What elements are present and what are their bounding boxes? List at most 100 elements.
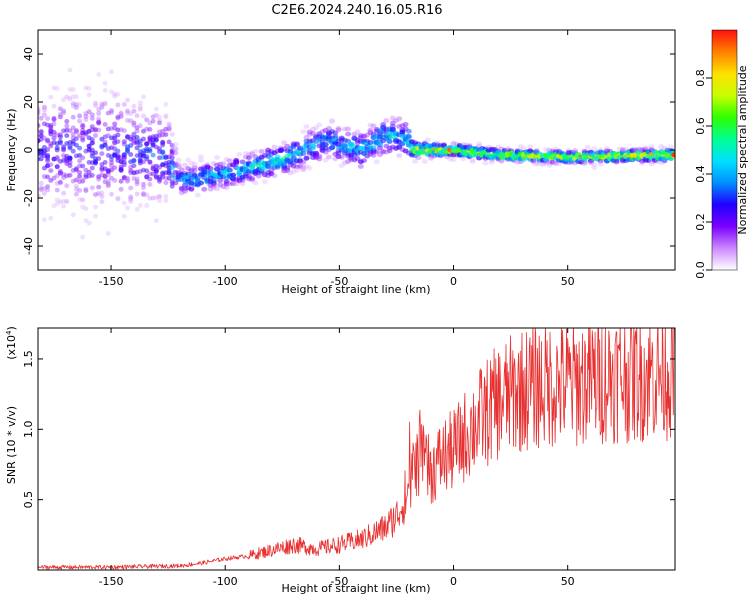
heatmap-cell: [373, 149, 380, 155]
heatmap-cell: [313, 154, 320, 160]
heatmap-cell: [261, 179, 268, 185]
heatmap-cell: [495, 144, 502, 150]
heatmap-cell: [141, 136, 146, 142]
heatmap-cell: [125, 148, 130, 153]
heatmap-cell: [45, 116, 51, 121]
heatmap-cell: [83, 85, 89, 91]
heatmap-cell: [233, 159, 240, 165]
heatmap-cell: [109, 89, 114, 95]
heatmap-cell: [364, 132, 371, 138]
heatmap-cell: [89, 173, 95, 178]
heatmap-cell: [121, 155, 127, 161]
heatmap-cell: [134, 176, 140, 182]
heatmap-cell: [182, 188, 188, 194]
heatmap-cell: [102, 160, 108, 165]
heatmap-cell: [460, 156, 467, 162]
colorbar-tick-label: 0.6: [694, 117, 707, 135]
heatmap-cell: [128, 199, 134, 204]
heatmap-cell: [150, 152, 156, 158]
heatmap-cell: [77, 170, 83, 175]
heatmap-cell: [380, 149, 387, 155]
heatmap-cell: [118, 164, 124, 170]
heatmap-cell: [61, 190, 67, 196]
y-tick-label: 1.5: [22, 350, 35, 368]
heatmap-cell: [41, 186, 47, 191]
heatmap-cell: [249, 176, 256, 181]
heatmap-cell: [64, 183, 70, 189]
heatmap-cell: [80, 178, 86, 184]
heatmap-cell: [147, 126, 153, 132]
heatmap-cell: [223, 185, 230, 190]
heatmap-cell: [246, 173, 252, 179]
heatmap-cell: [51, 121, 57, 127]
heatmap-cell: [642, 145, 649, 151]
heatmap-cell: [313, 125, 320, 131]
heatmap-cell: [214, 186, 220, 192]
heatmap-cell: [96, 191, 102, 197]
heatmap-cell: [112, 165, 118, 171]
heatmap-cell: [57, 179, 63, 185]
heatmap-cell: [105, 231, 111, 236]
heatmap-cell: [530, 158, 537, 164]
heatmap-cell: [380, 124, 387, 130]
heatmap-cell: [125, 110, 130, 116]
heatmap-cell: [77, 174, 83, 179]
heatmap-cell: [322, 142, 329, 148]
heatmap-cell: [112, 178, 118, 183]
heatmap-cell: [73, 167, 79, 173]
heatmap-cell: [293, 168, 300, 173]
heatmap-cell: [51, 115, 57, 121]
heatmap-cell: [131, 120, 137, 126]
heatmap-cell: [96, 127, 102, 133]
heatmap-cell: [271, 144, 278, 150]
heatmap-cell: [341, 143, 348, 149]
heatmap-cell: [96, 120, 102, 125]
heatmap-cell: [128, 118, 134, 124]
heatmap-cell: [223, 180, 230, 185]
heatmap-cell: [134, 181, 140, 187]
heatmap-cell: [428, 155, 435, 161]
heatmap-cell: [137, 123, 143, 129]
heatmap-cell: [89, 124, 95, 130]
heatmap-cell: [153, 137, 159, 143]
heatmap-cell: [268, 171, 275, 177]
heatmap-cell: [319, 129, 326, 135]
heatmap-cell: [361, 158, 367, 164]
heatmap-cell: [118, 127, 124, 133]
heatmap-cell: [54, 181, 60, 186]
heatmap-cell: [83, 117, 89, 123]
heatmap-cell: [169, 149, 175, 155]
y-tick-label: -40: [22, 237, 35, 255]
heatmap-cell: [54, 86, 60, 91]
heatmap-cell: [115, 114, 121, 120]
heatmap-cell: [226, 167, 233, 173]
heatmap-cell: [153, 163, 159, 169]
heatmap-cell: [70, 135, 76, 141]
heatmap-cell: [83, 206, 89, 212]
heatmap-cell: [102, 173, 108, 178]
heatmap-cell: [300, 151, 307, 156]
heatmap-cell: [54, 164, 60, 170]
heatmap-cell: [115, 102, 121, 108]
heatmap-cell: [246, 155, 252, 161]
heatmap-cell: [45, 174, 51, 180]
heatmap-cell: [80, 130, 86, 136]
spectrogram-x-ticks: -150 -100 -50 0 50: [99, 30, 575, 288]
heatmap-cell: [210, 161, 217, 166]
heatmap-cell: [102, 122, 108, 127]
heatmap-cell: [134, 206, 140, 212]
heatmap-cell: [105, 172, 111, 178]
heatmap-cell: [93, 192, 98, 198]
heatmap-cell: [169, 159, 175, 165]
heatmap-cell: [134, 135, 140, 140]
heatmap-cell: [316, 122, 323, 128]
heatmap-cell: [236, 171, 243, 177]
heatmap-cell: [591, 146, 598, 152]
heatmap-cell: [51, 103, 57, 109]
x-tick-label: -50: [330, 275, 348, 288]
heatmap-cell: [335, 154, 342, 159]
heatmap-cell: [399, 129, 406, 135]
colorbar: 0.0 0.2 0.4 0.6 0.8 Normalized spectral ampl…: [694, 29, 749, 279]
heatmap-cell: [157, 194, 162, 199]
heatmap-cell: [54, 145, 60, 151]
